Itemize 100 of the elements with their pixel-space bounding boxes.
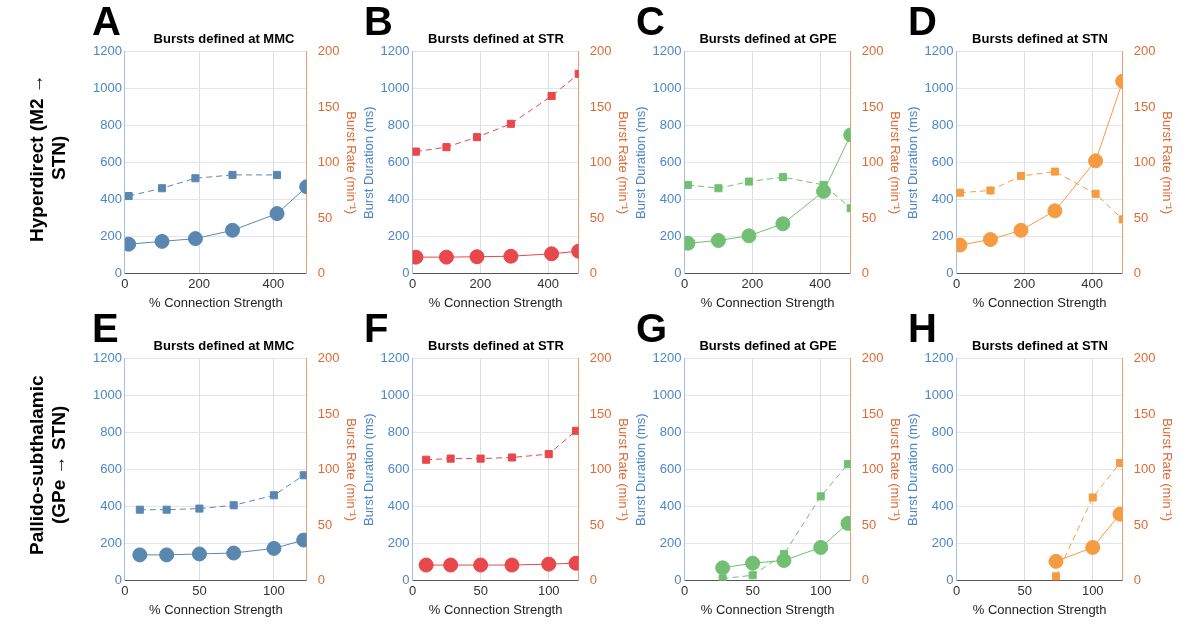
text: A	[92, 0, 121, 44]
y-tick-label: 0	[402, 572, 410, 588]
y2-axis-title: Burst Rate (min⁻¹)	[887, 111, 903, 215]
y-tick-label: 600	[931, 461, 954, 477]
y2-tick-label: 100	[861, 461, 884, 477]
y2-axis-title: Burst Rate (min⁻¹)	[887, 418, 903, 522]
point	[956, 188, 964, 197]
y-tick-label: 600	[659, 461, 682, 477]
x-tick-label: 50	[473, 583, 488, 599]
y-tick-label: 0	[674, 265, 682, 281]
y2-tick-label: 150	[589, 98, 612, 114]
point	[159, 547, 175, 563]
y-tick-label: 600	[100, 154, 122, 170]
y2-tick-label: 200	[589, 350, 612, 366]
point	[226, 545, 242, 561]
y2-tick-label: 200	[317, 350, 340, 366]
y-tick-label: 400	[100, 191, 122, 207]
point	[476, 454, 485, 463]
point	[472, 133, 481, 142]
point	[816, 492, 825, 501]
y-tick-label: 800	[100, 424, 122, 440]
point	[269, 491, 278, 500]
y-tick-label: 1200	[652, 350, 682, 366]
x-tick-label: 50	[745, 583, 760, 599]
y-tick-label: 200	[387, 228, 410, 244]
point	[446, 454, 455, 463]
y2-tick-label: 100	[861, 154, 884, 170]
y-tick-label: 1200	[93, 350, 122, 366]
point	[1016, 172, 1025, 181]
y2-tick-label: 100	[1133, 461, 1156, 477]
point	[273, 170, 282, 179]
y-tick-label: 800	[387, 424, 410, 440]
y-tick-label: 400	[931, 498, 954, 514]
text: Pallido-subthalamic (GPe → STN)	[26, 373, 70, 557]
point	[748, 571, 757, 580]
y-tick-label: 1000	[380, 80, 410, 96]
y2-tick-label: 100	[1133, 154, 1156, 170]
text: E	[92, 305, 119, 351]
point	[157, 184, 167, 193]
text: H	[908, 305, 937, 351]
y-tick-label: 800	[387, 117, 410, 133]
chart-title: Bursts defined at STN	[972, 338, 1108, 354]
point	[1088, 493, 1097, 502]
point	[266, 540, 282, 556]
point	[1047, 203, 1063, 219]
y-axis-title: Burst Duration (ms)	[905, 413, 921, 527]
point	[1048, 553, 1064, 569]
y-tick-label: 1200	[380, 43, 410, 59]
x-tick-label: 100	[1081, 583, 1104, 599]
y2-tick-label: 50	[861, 209, 877, 225]
point	[1091, 189, 1100, 198]
text: C	[636, 0, 665, 44]
point	[225, 222, 241, 238]
y-tick-label: 400	[931, 191, 954, 207]
y2-tick-label: 150	[317, 405, 340, 421]
y-tick-label: 600	[387, 154, 410, 170]
y-tick-label: 400	[387, 191, 410, 207]
point	[228, 170, 237, 179]
y-tick-label: 200	[659, 228, 682, 244]
point	[507, 453, 516, 462]
y-axis-title: Burst Duration (ms)	[361, 106, 377, 220]
y-tick-label: 200	[387, 535, 410, 551]
chart-title: Bursts defined at GPE	[699, 338, 837, 354]
y-tick-label: 1000	[652, 387, 682, 403]
y-axis-title: Burst Duration (ms)	[633, 106, 649, 220]
y-tick-label: 1200	[380, 350, 410, 366]
y-tick-label: 800	[100, 117, 122, 133]
y2-tick-label: 50	[317, 516, 333, 532]
point	[422, 455, 431, 464]
point	[714, 184, 723, 193]
x-tick-label: 400	[537, 276, 560, 292]
point	[744, 177, 753, 186]
x-axis-title: % Connection Strength	[700, 601, 835, 617]
y-tick-label: 400	[659, 498, 682, 514]
y2-tick-label: 150	[1133, 98, 1156, 114]
y-tick-label: 200	[931, 535, 954, 551]
text: D	[908, 0, 937, 44]
y2-axis-title: Burst Rate (min⁻¹)	[343, 111, 359, 215]
y-tick-label: 0	[946, 265, 954, 281]
point	[813, 539, 829, 555]
point	[442, 143, 451, 152]
y-axis-title: Burst Duration (ms)	[361, 413, 377, 527]
y-tick-label: 800	[931, 117, 954, 133]
y-tick-label: 0	[114, 572, 122, 588]
x-tick-label: 100	[809, 583, 832, 599]
point	[195, 504, 204, 513]
y2-tick-label: 0	[1133, 572, 1141, 588]
point	[778, 173, 787, 182]
y-tick-label: 1000	[93, 80, 122, 96]
y2-tick-label: 0	[861, 265, 869, 281]
y2-axis-title: Burst Rate (min⁻¹)	[343, 418, 359, 522]
y2-tick-label: 100	[589, 154, 612, 170]
y2-tick-label: 200	[317, 43, 340, 59]
y-tick-label: 200	[100, 535, 122, 551]
y2-tick-label: 0	[1133, 265, 1141, 281]
y2-axis-title: Burst Rate (min⁻¹)	[615, 111, 631, 215]
y2-tick-label: 150	[589, 405, 612, 421]
x-tick-label: 400	[1081, 276, 1104, 292]
x-tick-label: 100	[537, 583, 560, 599]
point	[715, 560, 731, 576]
